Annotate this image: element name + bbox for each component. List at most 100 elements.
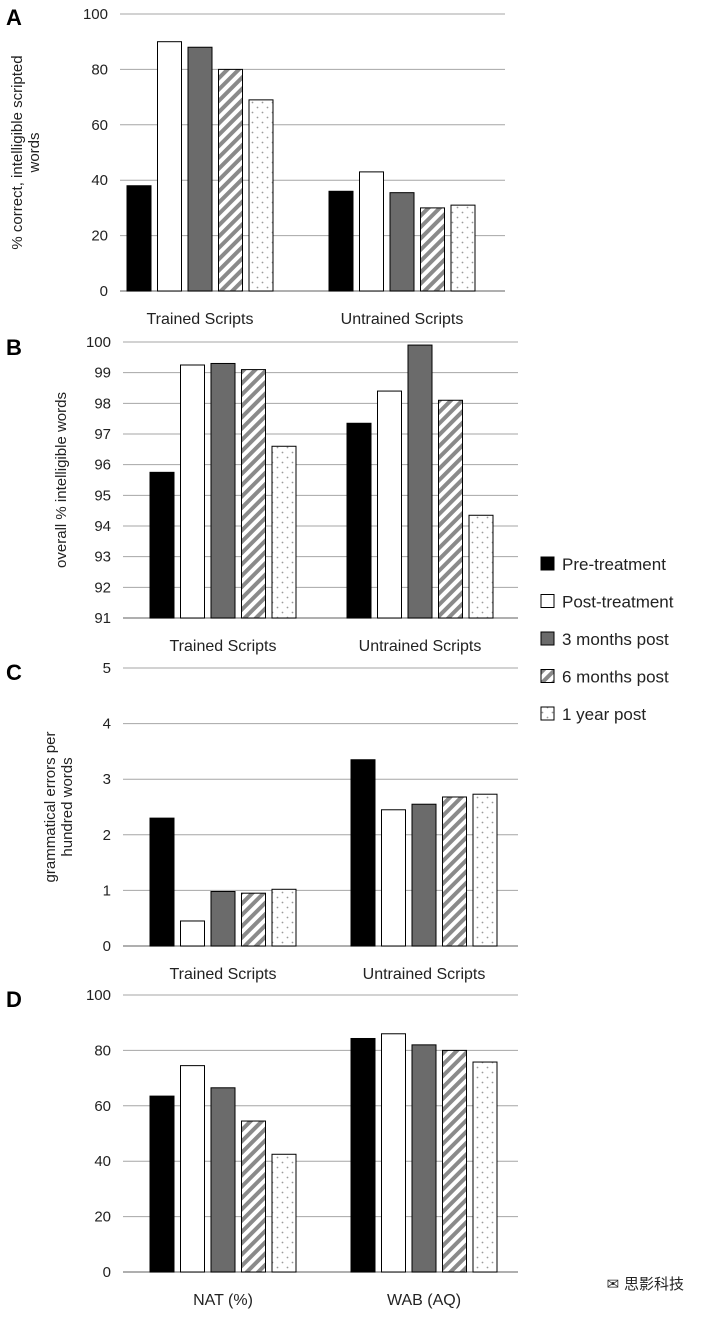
bar-m3-1 xyxy=(210,891,236,947)
bar-pre-2 xyxy=(350,759,376,947)
y-tick-label: 0 xyxy=(103,1264,111,1281)
y-tick-label: 99 xyxy=(94,365,111,382)
y-tick-label: 80 xyxy=(91,61,108,78)
bar-y1-1 xyxy=(271,1153,297,1273)
bar-post-2 xyxy=(381,809,406,947)
y-tick-label: 98 xyxy=(94,395,111,412)
legend-entry: 1 year post xyxy=(562,705,646,724)
y-tick-label: 2 xyxy=(103,827,111,844)
legend-entry: Post-treatment xyxy=(562,593,674,612)
legend-swatch-m3 xyxy=(540,631,555,646)
y-tick-label: 96 xyxy=(94,457,111,474)
y-tick-label: 20 xyxy=(91,228,108,245)
y-tick-label: 5 xyxy=(103,660,111,677)
bar-y1-2 xyxy=(450,204,476,292)
bar-m3-1 xyxy=(187,46,213,292)
y-tick-label: 95 xyxy=(94,487,111,504)
bar-m3-2 xyxy=(389,192,415,292)
legend-entry: 3 months post xyxy=(562,630,669,649)
bar-m3-1 xyxy=(210,1087,236,1273)
bar-pre-1 xyxy=(126,185,152,292)
legend-swatch-pre xyxy=(540,556,555,571)
x-category-label: Trained Scripts xyxy=(170,638,277,655)
y-tick-label: 100 xyxy=(86,334,111,351)
legend-entry: 6 months post xyxy=(562,668,669,687)
legend-swatch-m6 xyxy=(540,669,555,683)
watermark-text: 思影科技 xyxy=(623,1275,684,1293)
bar-m3-2 xyxy=(411,803,437,947)
bar-m6-2 xyxy=(420,207,445,292)
y-tick-label: 94 xyxy=(94,518,111,535)
y-tick-label: 92 xyxy=(94,579,111,596)
bar-post-2 xyxy=(377,390,402,619)
bar-pre-1 xyxy=(149,817,175,947)
panel-label: B xyxy=(6,335,22,360)
panel-label: A xyxy=(6,5,22,30)
legend-entry: Pre-treatment xyxy=(562,555,666,574)
x-category-label: WAB (AQ) xyxy=(387,1292,461,1309)
bar-y1-2 xyxy=(468,514,494,619)
bar-pre-2 xyxy=(328,190,354,292)
legend: Pre-treatment Post-treatment 3 months post… xyxy=(540,555,674,724)
x-category-label: Untrained Scripts xyxy=(359,638,482,655)
watermark: ✉ 思影科技 xyxy=(607,1273,684,1294)
bar-post-2 xyxy=(359,171,384,292)
bar-post-1 xyxy=(180,364,205,619)
panel-C: C 0 1 2 3 4 5 grammatical errors perhundred wor… xyxy=(6,660,518,983)
bar-m6-2 xyxy=(442,1049,467,1273)
y-tick-label: 80 xyxy=(94,1042,111,1059)
wechat-icon: ✉ xyxy=(606,1275,620,1293)
x-category-label: Untrained Scripts xyxy=(341,311,464,328)
legend-swatch-post xyxy=(540,594,555,608)
bar-m6-1 xyxy=(241,1120,266,1273)
x-category-label: Untrained Scripts xyxy=(363,966,486,983)
y-tick-label: 60 xyxy=(91,117,108,134)
bar-m3-2 xyxy=(411,1044,437,1273)
bar-pre-1 xyxy=(149,1095,175,1273)
bar-pre-2 xyxy=(346,422,372,619)
bar-y1-2 xyxy=(472,1061,498,1273)
bar-y1-1 xyxy=(271,445,297,619)
legend-swatch-y1 xyxy=(540,706,555,721)
bar-pre-2 xyxy=(350,1037,376,1273)
bar-m3-1 xyxy=(210,362,236,619)
panel-B: B 91 92 93 94 95 96 97 98 99 100 overall % intellig… xyxy=(6,334,518,655)
y-tick-label: 40 xyxy=(91,172,108,189)
panel-D: D 0 20 40 60 80 100 NAT (%) WAB (AQ) xyxy=(6,987,518,1309)
panel-A: A 0 20 40 60 80 100 % correct, intelligible scr… xyxy=(6,5,505,328)
bar-m6-1 xyxy=(241,892,266,947)
y-tick-label: 40 xyxy=(94,1153,111,1170)
x-category-label: NAT (%) xyxy=(193,1292,253,1309)
y-tick-label: 0 xyxy=(100,283,108,300)
bar-y1-1 xyxy=(248,99,274,292)
bar-m6-2 xyxy=(438,399,463,619)
bar-m6-2 xyxy=(442,796,467,947)
panel-label: D xyxy=(6,987,22,1012)
y-tick-label: 3 xyxy=(103,771,111,788)
y-tick-label: 97 xyxy=(94,426,111,443)
bar-y1-2 xyxy=(472,793,498,947)
bar-post-1 xyxy=(180,920,205,947)
y-tick-label: 1 xyxy=(103,882,111,899)
bar-post-1 xyxy=(180,1065,205,1273)
x-category-label: Trained Scripts xyxy=(147,311,254,328)
y-tick-label: 60 xyxy=(94,1098,111,1115)
y-tick-label: 20 xyxy=(94,1209,111,1226)
y-tick-label: 91 xyxy=(94,610,111,627)
y-tick-label: 4 xyxy=(103,716,111,733)
y-tick-label: 93 xyxy=(94,549,111,566)
bar-post-1 xyxy=(157,41,182,292)
bar-post-2 xyxy=(381,1033,406,1273)
y-axis-label: overall % intelligible words xyxy=(53,392,70,568)
x-category-label: Trained Scripts xyxy=(170,966,277,983)
bar-y1-1 xyxy=(271,888,297,947)
y-tick-label: 0 xyxy=(103,938,111,955)
bar-m6-1 xyxy=(218,68,243,292)
bar-m3-2 xyxy=(407,344,433,619)
y-axis-label: grammatical errors perhundred words xyxy=(42,732,76,883)
y-tick-label: 100 xyxy=(83,6,108,23)
bar-pre-1 xyxy=(149,471,175,619)
panel-label: C xyxy=(6,660,22,685)
bar-m6-1 xyxy=(241,369,266,619)
